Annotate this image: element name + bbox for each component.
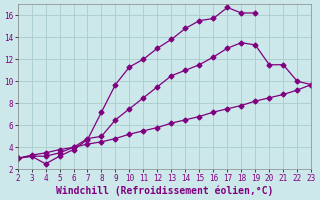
X-axis label: Windchill (Refroidissement éolien,°C): Windchill (Refroidissement éolien,°C) xyxy=(56,185,273,196)
